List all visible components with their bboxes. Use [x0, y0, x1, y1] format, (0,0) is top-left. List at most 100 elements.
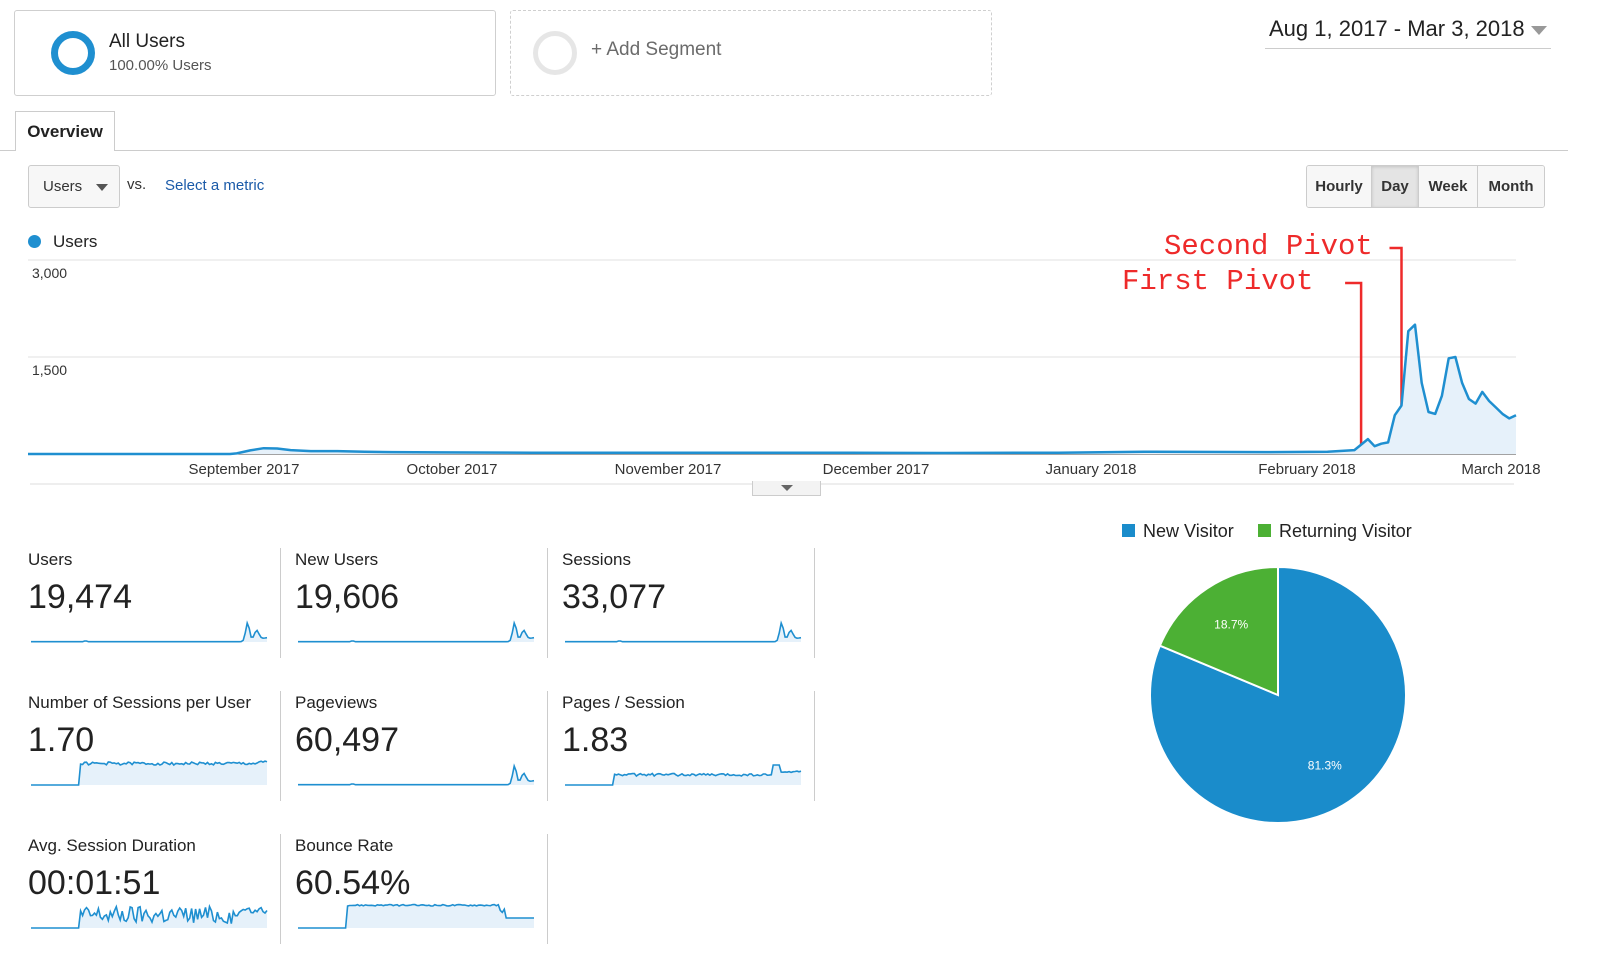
metric-dropdown[interactable]: Users [28, 165, 120, 208]
metric-tile-pages-per-session[interactable]: Pages / Session 1.83 [562, 693, 814, 808]
users-series-line [28, 323, 1517, 456]
select-metric-link[interactable]: Select a metric [165, 177, 265, 194]
pie-slice-returning-visitor[interactable] [1158, 565, 1279, 697]
sparkline-line [298, 763, 535, 786]
metric-title: Users [28, 550, 73, 569]
empty-donut-icon [533, 31, 577, 75]
tile-divider [547, 834, 548, 944]
returning-visitor-legend-swatch [1258, 524, 1271, 537]
sparkline-area [565, 623, 801, 642]
sparkline-line [298, 620, 535, 643]
sparkline [298, 620, 535, 643]
users-series [28, 323, 1517, 456]
metric-tile-bounce-rate[interactable]: Bounce Rate 60.54% [295, 836, 547, 951]
sparkline [565, 764, 802, 786]
metric-title: Pageviews [295, 693, 378, 712]
metric-value: 19,474 [28, 578, 132, 616]
sparkline [31, 760, 268, 786]
metric-title: Avg. Session Duration [28, 836, 196, 855]
metric-tile-sessions-per-user[interactable]: Number of Sessions per User 1.70 [28, 693, 280, 808]
y-tick-label: 1,500 [32, 362, 68, 378]
tile-divider [280, 834, 281, 944]
metric-title: Bounce Rate [295, 836, 394, 855]
metric-title: New Users [295, 550, 379, 569]
x-tick-label: December 2017 [822, 461, 930, 478]
metric-tile-users[interactable]: Users 19,474 [28, 550, 280, 665]
sparkline-line [31, 760, 268, 786]
x-tick-label: January 2018 [1045, 461, 1137, 478]
metric-value: 19,606 [295, 578, 399, 616]
caret-down-icon [781, 485, 793, 491]
sparkline-line [31, 903, 268, 929]
tile-divider [814, 548, 815, 658]
metric-tile-avg-session-duration[interactable]: Avg. Session Duration 00:01:51 [28, 836, 280, 951]
first-pivot-annotation: First Pivot [1122, 265, 1314, 298]
metric-value: 60.54% [295, 864, 411, 902]
second-pivot-annotation: Second Pivot [1164, 230, 1373, 263]
metric-tile-sessions[interactable]: Sessions 33,077 [562, 550, 814, 665]
sparkline-area [298, 766, 534, 785]
tile-divider [814, 691, 815, 801]
caret-down-icon [1531, 26, 1547, 35]
tile-divider [547, 691, 548, 801]
metric-title: Number of Sessions per User [28, 693, 251, 712]
chart-collapse-handle[interactable] [752, 481, 821, 496]
pie-slice-label: 18.7% [1214, 618, 1248, 632]
metric-dropdown-label: Users [43, 178, 83, 195]
users-legend-label[interactable]: Users [53, 232, 98, 251]
x-tick-label: November 2017 [614, 461, 722, 478]
users-series-area [28, 324, 1516, 454]
sparkline-line [31, 620, 268, 643]
add-segment-button[interactable]: + Add Segment [510, 10, 992, 96]
sparkline [31, 620, 268, 643]
metric-tile-pageviews[interactable]: Pageviews 60,497 [295, 693, 547, 808]
date-range-picker[interactable]: Aug 1, 2017 - Mar 3, 2018 [1265, 14, 1551, 49]
sparkline [565, 620, 802, 643]
pivot-annotations [1345, 246, 1403, 452]
tab-divider [0, 150, 1568, 151]
sparkline-area [31, 761, 267, 785]
pie-slice-label: 81.3% [1308, 758, 1342, 772]
segment-subtitle: 100.00% Users [109, 57, 212, 74]
month-button[interactable]: Month [1478, 166, 1544, 207]
metric-title: Sessions [562, 550, 631, 569]
first-pivot-marker [1345, 281, 1363, 452]
tile-divider [280, 691, 281, 801]
segment-title: All Users [109, 31, 186, 52]
sparkline-area [31, 623, 267, 642]
second-pivot-marker [1389, 246, 1403, 405]
sparkline-line [565, 764, 802, 786]
sparkline-area [298, 904, 534, 928]
tab-overview[interactable]: Overview [15, 111, 115, 151]
granularity-toggle: Hourly Day Week Month [1306, 165, 1545, 208]
metric-value: 1.83 [562, 721, 629, 759]
caret-down-icon [96, 184, 108, 191]
new-visitor-legend-label[interactable]: New Visitor [1143, 521, 1234, 541]
x-tick-label: October 2017 [406, 461, 498, 478]
visitor-type-pie-chart: 81.3% 18.7% [1149, 565, 1407, 824]
y-tick-label: 3,000 [32, 265, 68, 281]
sparkline-line [565, 620, 802, 643]
x-tick-label: March 2018 [1461, 461, 1541, 478]
new-visitor-legend-swatch [1122, 524, 1135, 537]
day-button[interactable]: Day [1372, 166, 1419, 207]
vs-label: vs. [127, 176, 147, 193]
date-range-label: Aug 1, 2017 - Mar 3, 2018 [1269, 16, 1525, 41]
add-segment-label: + Add Segment [591, 39, 722, 60]
sparkline [298, 903, 534, 929]
hourly-button[interactable]: Hourly [1307, 166, 1372, 207]
sparkline [31, 903, 268, 929]
metric-value: 33,077 [562, 578, 666, 616]
returning-visitor-legend-label[interactable]: Returning Visitor [1279, 521, 1412, 541]
metric-title: Pages / Session [562, 693, 685, 712]
x-tick-label: September 2017 [188, 461, 300, 478]
week-button[interactable]: Week [1419, 166, 1478, 207]
users-legend-dot [28, 235, 41, 248]
tile-divider [547, 548, 548, 658]
metric-value: 1.70 [28, 721, 95, 759]
metric-value: 60,497 [295, 721, 399, 759]
metric-tile-new-users[interactable]: New Users 19,606 [295, 550, 547, 665]
all-users-segment[interactable]: All Users 100.00% Users [14, 10, 496, 96]
metric-value: 00:01:51 [28, 864, 161, 902]
sparkline-area [298, 623, 534, 642]
